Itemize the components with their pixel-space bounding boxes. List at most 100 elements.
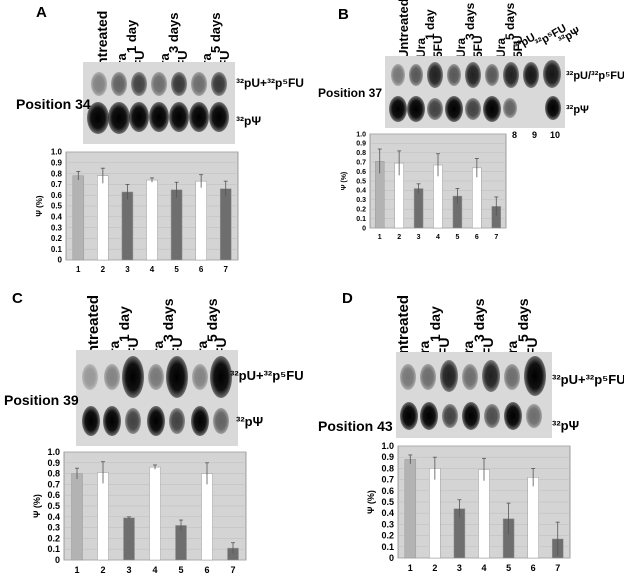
- y-tick-label: 0.7: [47, 479, 60, 489]
- y-tick-label: 0.2: [51, 234, 63, 243]
- x-tick-label: 7: [223, 265, 228, 274]
- spot-label-bottom: ³²pΨ: [236, 114, 262, 128]
- bar: [413, 188, 424, 229]
- x-tick-label: 3: [457, 563, 462, 573]
- y-tick-label: 1.0: [381, 441, 394, 451]
- x-tick-label: 7: [555, 563, 560, 573]
- panel-c: C Untreated Ura 5FU Ura 5FU Ura 5FU 1 da…: [0, 288, 312, 576]
- bar-chart-c: 00.10.20.30.40.50.60.70.80.91.0 Ψ (%) 1 2 3 4…: [32, 447, 247, 575]
- panel-label-c: C: [12, 290, 23, 307]
- gel-spot: [445, 96, 463, 122]
- y-tick-label: 0.9: [47, 458, 60, 468]
- group-3days: 3 days: [166, 12, 181, 53]
- lane-9: 9: [532, 130, 538, 140]
- gel-spot: [169, 408, 185, 434]
- x-tick-label: 6: [475, 234, 479, 241]
- lane-10: 10: [550, 130, 561, 140]
- y-tick-label: 0.3: [381, 519, 394, 529]
- gel-spot: [166, 356, 188, 398]
- panel-label-a: A: [36, 4, 47, 21]
- gel-image: [83, 62, 235, 144]
- y-tick-label: 0.7: [356, 160, 366, 167]
- x-tick-label: 1: [378, 234, 382, 241]
- gel-spot: [147, 406, 165, 436]
- bar: [121, 191, 134, 261]
- y-tick-label: 0.4: [381, 508, 394, 518]
- gel-spot: [420, 402, 438, 430]
- gel-spot: [91, 72, 107, 96]
- gel-spot: [108, 102, 130, 134]
- x-tick-label: 6: [204, 565, 209, 575]
- gel-spot: [504, 364, 520, 390]
- gel-spot: [543, 60, 561, 88]
- gel-spot: [131, 72, 147, 96]
- spot-label-top: ³²pU+³²p⁵FU: [230, 368, 304, 383]
- group-3days: 3 days: [471, 298, 487, 342]
- group-1day: 1 day: [124, 19, 139, 53]
- y-tick-label: 1.0: [47, 447, 60, 457]
- gel-spot: [409, 64, 423, 86]
- y-axis-label: Ψ (%): [32, 494, 42, 518]
- y-tick-label: 0.8: [381, 463, 394, 473]
- y-tick-label: 0.2: [381, 531, 394, 541]
- gel-spot: [192, 364, 208, 390]
- gel-spot: [462, 364, 478, 390]
- x-tick-label: 1: [76, 265, 81, 274]
- group-1day: 1 day: [423, 9, 437, 40]
- y-tick-label: 0.5: [47, 501, 60, 511]
- y-tick-label: 0: [362, 225, 366, 232]
- gel-spot: [391, 64, 405, 86]
- group-5days: 5 days: [515, 298, 531, 342]
- x-tick-label: 4: [152, 565, 157, 575]
- x-tick-label: 4: [150, 265, 155, 274]
- gel-spot: [171, 72, 187, 96]
- spot-label-bottom: ³²pΨ: [552, 418, 580, 433]
- position-label: Position 34: [16, 96, 91, 112]
- gel-spot: [465, 98, 481, 120]
- y-tick-label: 0.6: [356, 169, 366, 176]
- y-tick-label: 1.0: [51, 148, 63, 157]
- x-tick-label: 5: [174, 265, 179, 274]
- spot-label-top: ³²pU/³²p⁵FU: [566, 70, 624, 82]
- x-tick-label: 2: [397, 234, 401, 241]
- gel-spot: [482, 360, 500, 392]
- gel-spot: [125, 408, 141, 434]
- gel-image: [396, 352, 552, 438]
- gel-spot: [400, 364, 416, 390]
- gel-spot: [440, 360, 458, 392]
- x-tick-label: 7: [230, 565, 235, 575]
- gel-spot: [191, 406, 209, 436]
- bar: [123, 517, 135, 561]
- panel-d: D Untreated Ura 5FU Ura 5FU Ura 5FU 1 da…: [312, 288, 624, 576]
- y-tick-label: 0: [55, 555, 60, 565]
- bar: [404, 459, 417, 559]
- x-tick-label: 7: [494, 234, 498, 241]
- y-tick-label: 0.4: [51, 212, 63, 221]
- x-tick-label: 5: [178, 565, 183, 575]
- gel-spot: [427, 98, 443, 120]
- bar: [170, 189, 183, 261]
- group-3days: 3 days: [463, 2, 477, 40]
- y-axis-label: Ψ (%): [341, 172, 348, 191]
- y-tick-label: 0.5: [356, 178, 366, 185]
- bar: [71, 473, 83, 561]
- y-axis-label: Ψ (%): [366, 490, 376, 514]
- bar: [149, 466, 161, 561]
- gel-spot: [407, 96, 425, 122]
- x-tick-label: 6: [531, 563, 536, 573]
- x-tick-label: 3: [126, 565, 131, 575]
- gel-spot: [213, 408, 229, 434]
- x-tick-label: 5: [506, 563, 511, 573]
- bar-chart-a: 0 0.1 0.2 0.3 0.40.5 0.6 0.7 0.8 0.91.0 Ψ (%) 1 2 3 4…: [35, 148, 239, 274]
- x-tick-label: 2: [101, 265, 106, 274]
- gel-spot: [503, 62, 519, 88]
- bar: [72, 175, 85, 261]
- panel-b: B Untreated Ura 5FU Ura 5FU Ura 5FU 1 da…: [312, 0, 624, 288]
- x-tick-label: 2: [100, 565, 105, 575]
- gel-spot: [103, 406, 121, 436]
- gel-spot: [87, 102, 109, 134]
- spot-label-top: ³²pU+³²p⁵FU: [236, 76, 304, 90]
- x-tick-label: 2: [432, 563, 437, 573]
- bar-chart-b: 0 0.1 0.2 0.3 0.4 0.5 0.6 0.7 0.8 0.9 1.0 Ψ (%) 1 2 3 4…: [341, 131, 507, 241]
- x-tick-label: 3: [417, 234, 421, 241]
